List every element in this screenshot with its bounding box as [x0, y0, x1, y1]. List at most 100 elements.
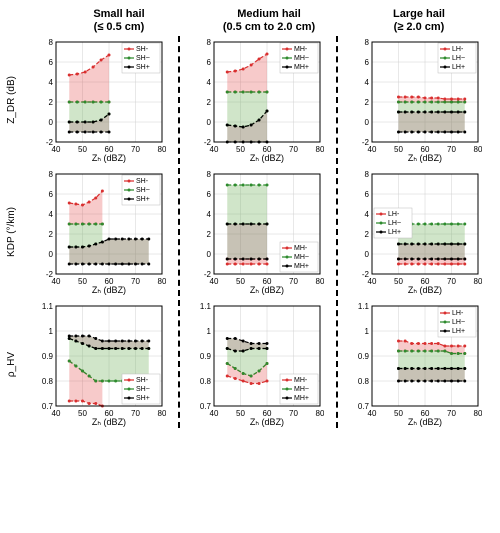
svg-text:1: 1: [365, 327, 370, 336]
svg-text:1.1: 1.1: [42, 302, 54, 311]
svg-text:SH-: SH-: [136, 46, 149, 53]
svg-text:2: 2: [207, 98, 212, 107]
svg-text:8: 8: [207, 170, 212, 179]
svg-text:0.8: 0.8: [200, 377, 212, 386]
svg-text:6: 6: [49, 58, 54, 67]
svg-text:0: 0: [365, 118, 370, 127]
chart-row: ρ_HV40506070800.70.80.911.1SH-SH~SH+Zₕ (…: [6, 300, 494, 428]
svg-text:0: 0: [365, 250, 370, 259]
col-title-2b: (0.5 cm to 2.0 cm): [223, 21, 315, 33]
svg-text:-2: -2: [204, 270, 212, 279]
svg-text:70: 70: [131, 409, 140, 418]
svg-text:-2: -2: [362, 270, 370, 279]
svg-text:70: 70: [447, 409, 456, 418]
svg-text:MH~: MH~: [294, 254, 309, 261]
svg-text:50: 50: [394, 145, 403, 154]
svg-text:4: 4: [365, 78, 370, 87]
svg-text:80: 80: [474, 409, 482, 418]
col-title-2: Medium hail: [237, 8, 301, 20]
y-axis-label: Z_DR (dB): [6, 76, 20, 124]
svg-text:6: 6: [365, 58, 370, 67]
svg-text:50: 50: [236, 277, 245, 286]
svg-text:6: 6: [207, 58, 212, 67]
col-header-large: Large hail (≥ 2.0 cm): [344, 8, 494, 34]
svg-text:50: 50: [236, 145, 245, 154]
panel-row: 40506070800.70.80.911.1SH-SH~SH+Zₕ (dBZ)…: [22, 300, 494, 428]
panel: 40506070800.70.80.911.1LH-LH~LH+Zₕ (dBZ): [338, 300, 494, 428]
svg-text:0.9: 0.9: [200, 352, 212, 361]
svg-text:0: 0: [207, 250, 212, 259]
svg-text:0: 0: [49, 118, 54, 127]
panel: 4050607080-202468LH-LH~LH+Zₕ (dBZ): [338, 168, 494, 296]
svg-text:-2: -2: [46, 270, 54, 279]
svg-text:50: 50: [78, 277, 87, 286]
svg-text:80: 80: [474, 145, 482, 154]
panel-row: 4050607080-202468SH-SH~SH+Zₕ (dBZ)405060…: [22, 36, 494, 164]
svg-text:50: 50: [78, 145, 87, 154]
svg-text:2: 2: [49, 230, 54, 239]
svg-text:80: 80: [316, 277, 324, 286]
svg-text:0.9: 0.9: [42, 352, 54, 361]
svg-text:80: 80: [316, 145, 324, 154]
svg-text:-2: -2: [362, 138, 370, 147]
svg-text:SH+: SH+: [136, 196, 150, 203]
y-axis-label: ρ_HV: [6, 352, 20, 377]
svg-text:6: 6: [49, 190, 54, 199]
col-title-3: Large hail: [393, 8, 445, 20]
chart-row: Z_DR (dB)4050607080-202468SH-SH~SH+Zₕ (d…: [6, 36, 494, 164]
svg-text:4: 4: [49, 210, 54, 219]
svg-text:8: 8: [207, 38, 212, 47]
svg-text:2: 2: [365, 98, 370, 107]
svg-text:80: 80: [316, 409, 324, 418]
svg-text:0.8: 0.8: [358, 377, 370, 386]
col-header-small: Small hail (≤ 0.5 cm): [44, 8, 194, 34]
svg-text:8: 8: [49, 170, 54, 179]
panel: 4050607080-202468LH-LH~LH+Zₕ (dBZ): [338, 36, 494, 164]
svg-text:SH~: SH~: [136, 386, 150, 393]
svg-text:6: 6: [365, 190, 370, 199]
svg-text:SH+: SH+: [136, 64, 150, 71]
svg-text:50: 50: [236, 409, 245, 418]
col-title-1: Small hail: [93, 8, 144, 20]
svg-text:MH-: MH-: [294, 245, 308, 252]
svg-text:8: 8: [49, 38, 54, 47]
svg-text:Zₕ (dBZ): Zₕ (dBZ): [92, 153, 126, 163]
svg-text:70: 70: [447, 145, 456, 154]
svg-text:Zₕ (dBZ): Zₕ (dBZ): [250, 285, 284, 295]
svg-text:0: 0: [207, 118, 212, 127]
svg-text:70: 70: [289, 145, 298, 154]
svg-text:1: 1: [49, 327, 54, 336]
svg-text:MH+: MH+: [294, 395, 309, 402]
svg-text:Zₕ (dBZ): Zₕ (dBZ): [250, 417, 284, 427]
svg-text:70: 70: [131, 277, 140, 286]
panel: 4050607080-202468SH-SH~SH+Zₕ (dBZ): [22, 36, 178, 164]
chart-grid: Small hail (≤ 0.5 cm) Medium hail (0.5 c…: [0, 0, 500, 440]
svg-text:2: 2: [49, 98, 54, 107]
col-header-medium: Medium hail (0.5 cm to 2.0 cm): [194, 8, 344, 34]
svg-text:70: 70: [447, 277, 456, 286]
svg-text:4: 4: [365, 210, 370, 219]
panel: 4050607080-202468SH-SH~SH+Zₕ (dBZ): [22, 168, 178, 296]
panel: 4050607080-202468MH-MH~MH+Zₕ (dBZ): [180, 168, 336, 296]
svg-text:80: 80: [158, 145, 166, 154]
svg-text:0.7: 0.7: [42, 402, 54, 411]
svg-text:0: 0: [49, 250, 54, 259]
svg-text:4: 4: [207, 78, 212, 87]
svg-text:70: 70: [289, 409, 298, 418]
svg-text:LH~: LH~: [388, 220, 401, 227]
svg-text:50: 50: [394, 409, 403, 418]
svg-text:80: 80: [158, 277, 166, 286]
svg-text:MH+: MH+: [294, 64, 309, 71]
svg-text:LH+: LH+: [452, 328, 465, 335]
svg-text:Zₕ (dBZ): Zₕ (dBZ): [408, 417, 442, 427]
svg-text:Zₕ (dBZ): Zₕ (dBZ): [408, 285, 442, 295]
svg-text:-2: -2: [204, 138, 212, 147]
svg-text:LH-: LH-: [452, 46, 464, 53]
svg-text:-2: -2: [46, 138, 54, 147]
panel: 40506070800.70.80.911.1SH-SH~SH+Zₕ (dBZ): [22, 300, 178, 428]
svg-text:50: 50: [394, 277, 403, 286]
svg-text:80: 80: [158, 409, 166, 418]
svg-text:LH+: LH+: [388, 229, 401, 236]
rows-container: Z_DR (dB)4050607080-202468SH-SH~SH+Zₕ (d…: [6, 36, 494, 428]
svg-text:6: 6: [207, 190, 212, 199]
